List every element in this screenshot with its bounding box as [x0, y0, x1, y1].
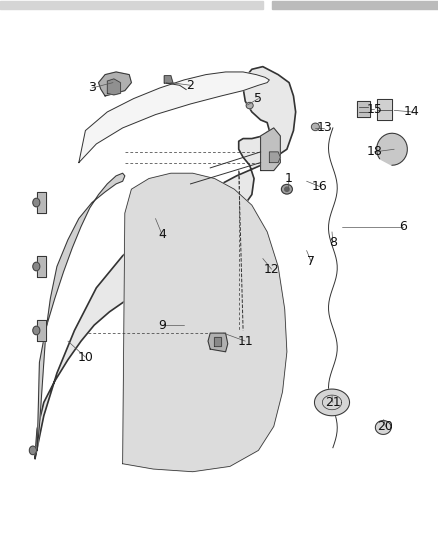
Text: 3: 3: [88, 82, 96, 94]
Text: 13: 13: [316, 122, 332, 134]
Polygon shape: [261, 128, 280, 171]
Polygon shape: [79, 72, 269, 163]
Text: 1: 1: [285, 172, 293, 185]
Text: 7: 7: [307, 255, 315, 268]
Polygon shape: [314, 389, 350, 416]
Circle shape: [29, 446, 36, 455]
Ellipse shape: [246, 102, 253, 109]
Circle shape: [33, 198, 40, 207]
Ellipse shape: [285, 187, 289, 191]
Text: 15: 15: [367, 103, 382, 116]
Text: 16: 16: [312, 180, 328, 193]
Text: 18: 18: [367, 146, 382, 158]
Polygon shape: [123, 173, 287, 472]
Ellipse shape: [281, 184, 293, 194]
Text: 20: 20: [378, 420, 393, 433]
Polygon shape: [269, 152, 280, 163]
Polygon shape: [37, 256, 46, 277]
Polygon shape: [99, 72, 131, 96]
Text: 21: 21: [325, 396, 341, 409]
Text: 10: 10: [78, 351, 93, 364]
Text: 14: 14: [404, 106, 420, 118]
Polygon shape: [208, 333, 228, 352]
Bar: [0, 1, 263, 9]
Polygon shape: [214, 337, 221, 346]
Polygon shape: [357, 101, 370, 117]
Polygon shape: [37, 320, 46, 341]
Text: 8: 8: [329, 236, 337, 249]
Ellipse shape: [311, 123, 319, 131]
Polygon shape: [107, 79, 120, 95]
Polygon shape: [37, 173, 125, 450]
Polygon shape: [375, 421, 391, 434]
Text: 5: 5: [254, 92, 262, 105]
Polygon shape: [35, 67, 296, 458]
Text: 2: 2: [187, 79, 194, 92]
Polygon shape: [377, 133, 407, 165]
Bar: [272, 1, 438, 9]
Polygon shape: [164, 76, 173, 83]
Polygon shape: [377, 99, 392, 120]
Circle shape: [33, 262, 40, 271]
Polygon shape: [37, 192, 46, 213]
Text: 11: 11: [237, 335, 253, 348]
Text: 9: 9: [158, 319, 166, 332]
Text: 6: 6: [399, 220, 407, 233]
Text: 12: 12: [264, 263, 279, 276]
Text: 4: 4: [158, 228, 166, 241]
Circle shape: [33, 326, 40, 335]
